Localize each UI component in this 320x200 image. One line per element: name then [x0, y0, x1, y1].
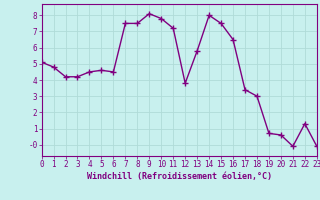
X-axis label: Windchill (Refroidissement éolien,°C): Windchill (Refroidissement éolien,°C) [87, 172, 272, 181]
